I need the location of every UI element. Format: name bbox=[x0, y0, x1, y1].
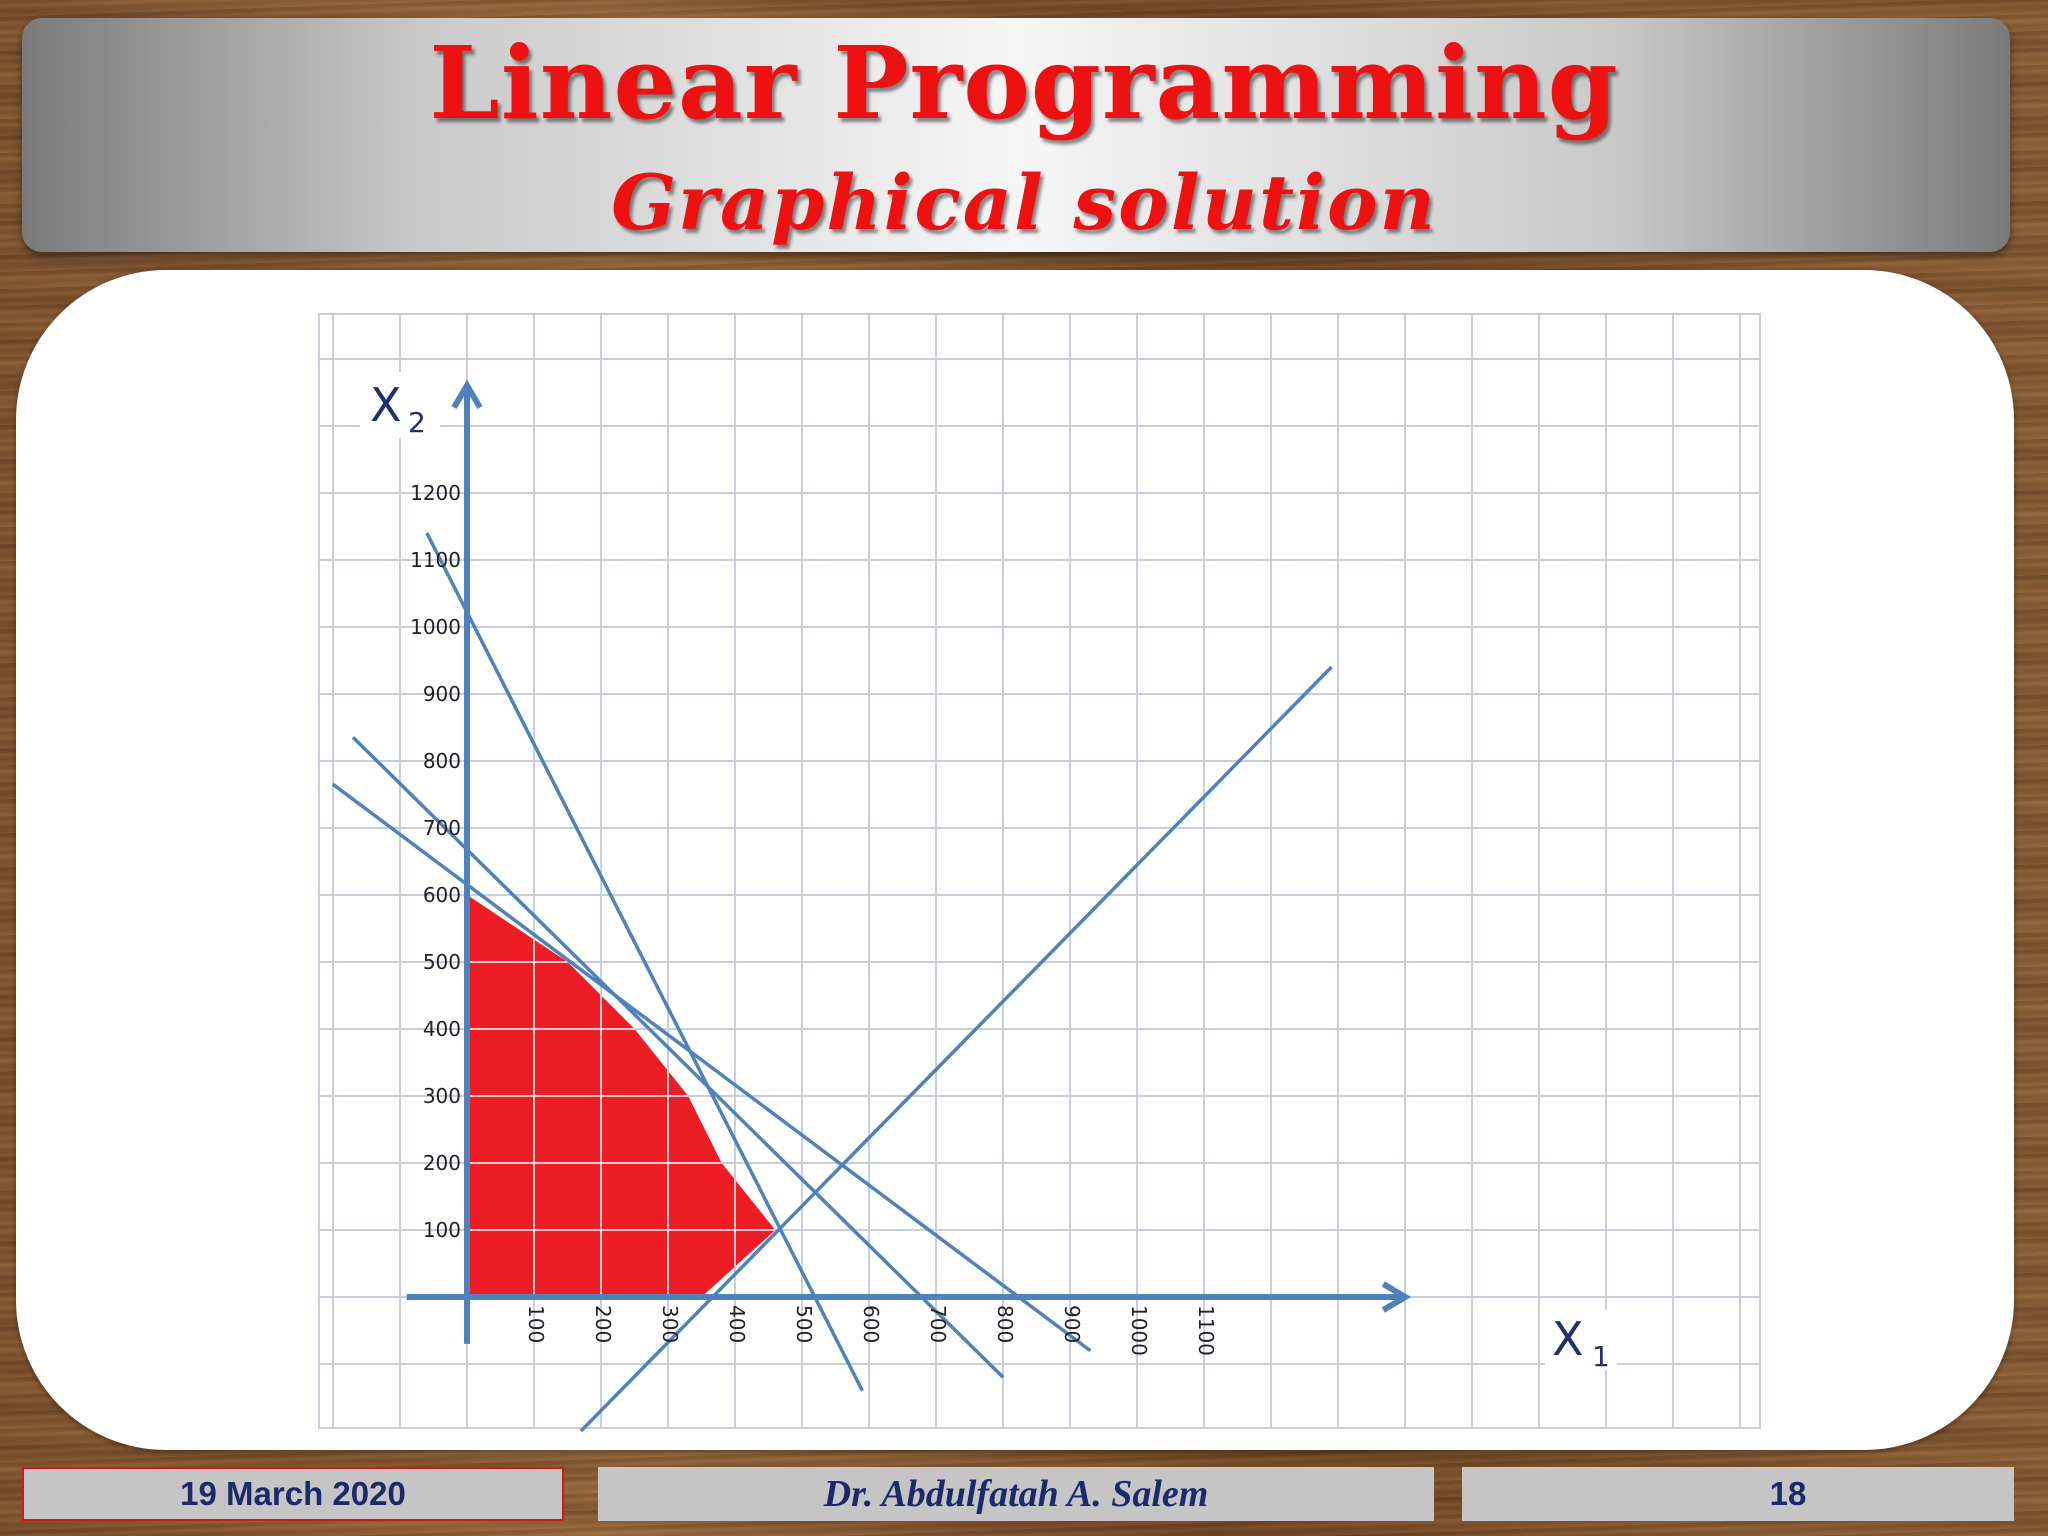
feasible-region-layer bbox=[467, 894, 776, 1297]
footer-author: Dr. Abdulfatah A. Salem bbox=[598, 1467, 1434, 1521]
y-axis-label-subscript: 2 bbox=[408, 406, 426, 439]
constraint-line-2 bbox=[351, 736, 1005, 1379]
x-axis-label: X bbox=[1552, 1312, 1584, 1366]
x-tick-label: 400 bbox=[725, 1305, 749, 1343]
title-bar bbox=[22, 18, 2010, 252]
x-tick-label: 600 bbox=[859, 1305, 883, 1343]
x-tick-label: 300 bbox=[658, 1305, 682, 1343]
x-tick-label: 800 bbox=[993, 1305, 1017, 1343]
y-tick-label: 1100 bbox=[410, 548, 461, 572]
tick-labels: 100 200 300 400 500 600 700 800 900 1000 1100 100 20… bbox=[410, 481, 1218, 1356]
x-axis-label-subscript: 1 bbox=[1592, 1340, 1610, 1373]
y-tick-label: 700 bbox=[423, 816, 461, 840]
axes bbox=[406, 379, 1412, 1344]
y-tick-label: 900 bbox=[423, 682, 461, 706]
x-tick-label: 1100 bbox=[1194, 1305, 1218, 1356]
x-axis-label-bg bbox=[1545, 1310, 1617, 1370]
footer-page-number: 18 bbox=[1462, 1467, 2014, 1521]
x-tick-label: 200 bbox=[591, 1305, 615, 1343]
constraint-line-3 bbox=[331, 782, 1092, 1353]
y-tick-label: 1000 bbox=[410, 615, 461, 639]
x-tick-label: 1000 bbox=[1127, 1305, 1151, 1356]
y-tick-label: 300 bbox=[423, 1084, 461, 1108]
y-tick-label: 600 bbox=[423, 883, 461, 907]
y-axis-arrow bbox=[451, 379, 483, 410]
slide-subtitle: Graphical solution bbox=[611, 158, 1437, 247]
y-tick-label: 1200 bbox=[410, 481, 461, 505]
y-tick-label: 100 bbox=[423, 1218, 461, 1242]
y-tick-label: 500 bbox=[423, 950, 461, 974]
axis-labels: X 1X 2 bbox=[360, 372, 1617, 1373]
constraint-line-4 bbox=[579, 665, 1333, 1433]
x-axis-arrow bbox=[1381, 1281, 1412, 1313]
x-tick-label: 700 bbox=[926, 1305, 950, 1343]
x-tick-label: 900 bbox=[1060, 1305, 1084, 1343]
constraint-lines bbox=[331, 532, 1333, 1433]
x-tick-label: 500 bbox=[792, 1305, 816, 1343]
x-tick-label: 100 bbox=[524, 1305, 548, 1343]
y-tick-label: 200 bbox=[423, 1151, 461, 1175]
y-tick-label: 400 bbox=[423, 1017, 461, 1041]
slide-title: Linear Programming bbox=[429, 24, 1619, 142]
footer-date: 19 March 2020 bbox=[22, 1467, 564, 1521]
constraint-line-1 bbox=[425, 532, 864, 1392]
y-axis-label: X bbox=[370, 378, 402, 432]
y-axis-label-bg bbox=[360, 372, 440, 438]
y-tick-label: 800 bbox=[423, 749, 461, 773]
